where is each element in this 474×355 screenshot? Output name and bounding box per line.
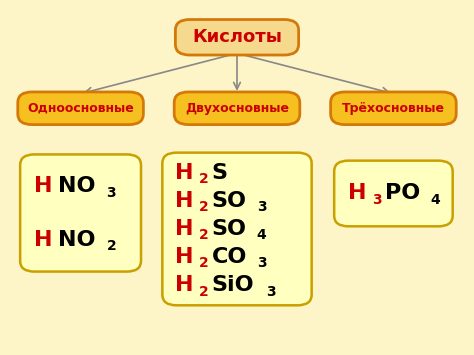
Text: NO: NO (58, 176, 96, 196)
Text: H: H (175, 275, 194, 295)
Text: SO: SO (211, 191, 246, 211)
Text: Кислоты: Кислоты (192, 28, 282, 46)
Text: H: H (175, 191, 194, 211)
FancyBboxPatch shape (174, 92, 300, 125)
Text: H: H (175, 247, 194, 267)
Text: CO: CO (211, 247, 247, 267)
Text: 4: 4 (257, 228, 266, 242)
FancyBboxPatch shape (334, 160, 453, 226)
Text: 2: 2 (199, 285, 209, 299)
Text: H: H (175, 163, 194, 183)
FancyBboxPatch shape (175, 20, 299, 55)
Text: 2: 2 (199, 172, 209, 186)
Text: 2: 2 (199, 200, 209, 214)
Text: 4: 4 (430, 193, 440, 207)
Text: H: H (34, 230, 53, 250)
FancyBboxPatch shape (18, 92, 143, 125)
Text: Трёхосновные: Трёхосновные (342, 102, 445, 115)
Text: S: S (211, 163, 228, 183)
Text: 2: 2 (107, 239, 117, 253)
Text: 3: 3 (107, 186, 116, 200)
Text: 3: 3 (266, 285, 276, 299)
Text: NO: NO (58, 230, 96, 250)
Text: 3: 3 (257, 200, 266, 214)
Text: 3: 3 (257, 257, 267, 271)
Text: SiO: SiO (211, 275, 254, 295)
Text: 2: 2 (199, 228, 209, 242)
Text: Одноосновные: Одноосновные (27, 102, 134, 115)
FancyBboxPatch shape (162, 153, 311, 305)
Text: H: H (34, 176, 53, 196)
Text: 3: 3 (372, 193, 382, 207)
Text: Двухосновные: Двухосновные (185, 102, 289, 115)
FancyBboxPatch shape (330, 92, 456, 125)
Text: SO: SO (211, 219, 246, 239)
FancyBboxPatch shape (20, 154, 141, 272)
Text: PO: PO (385, 184, 420, 203)
Text: H: H (348, 184, 367, 203)
Text: 2: 2 (199, 257, 209, 271)
Text: H: H (175, 219, 194, 239)
